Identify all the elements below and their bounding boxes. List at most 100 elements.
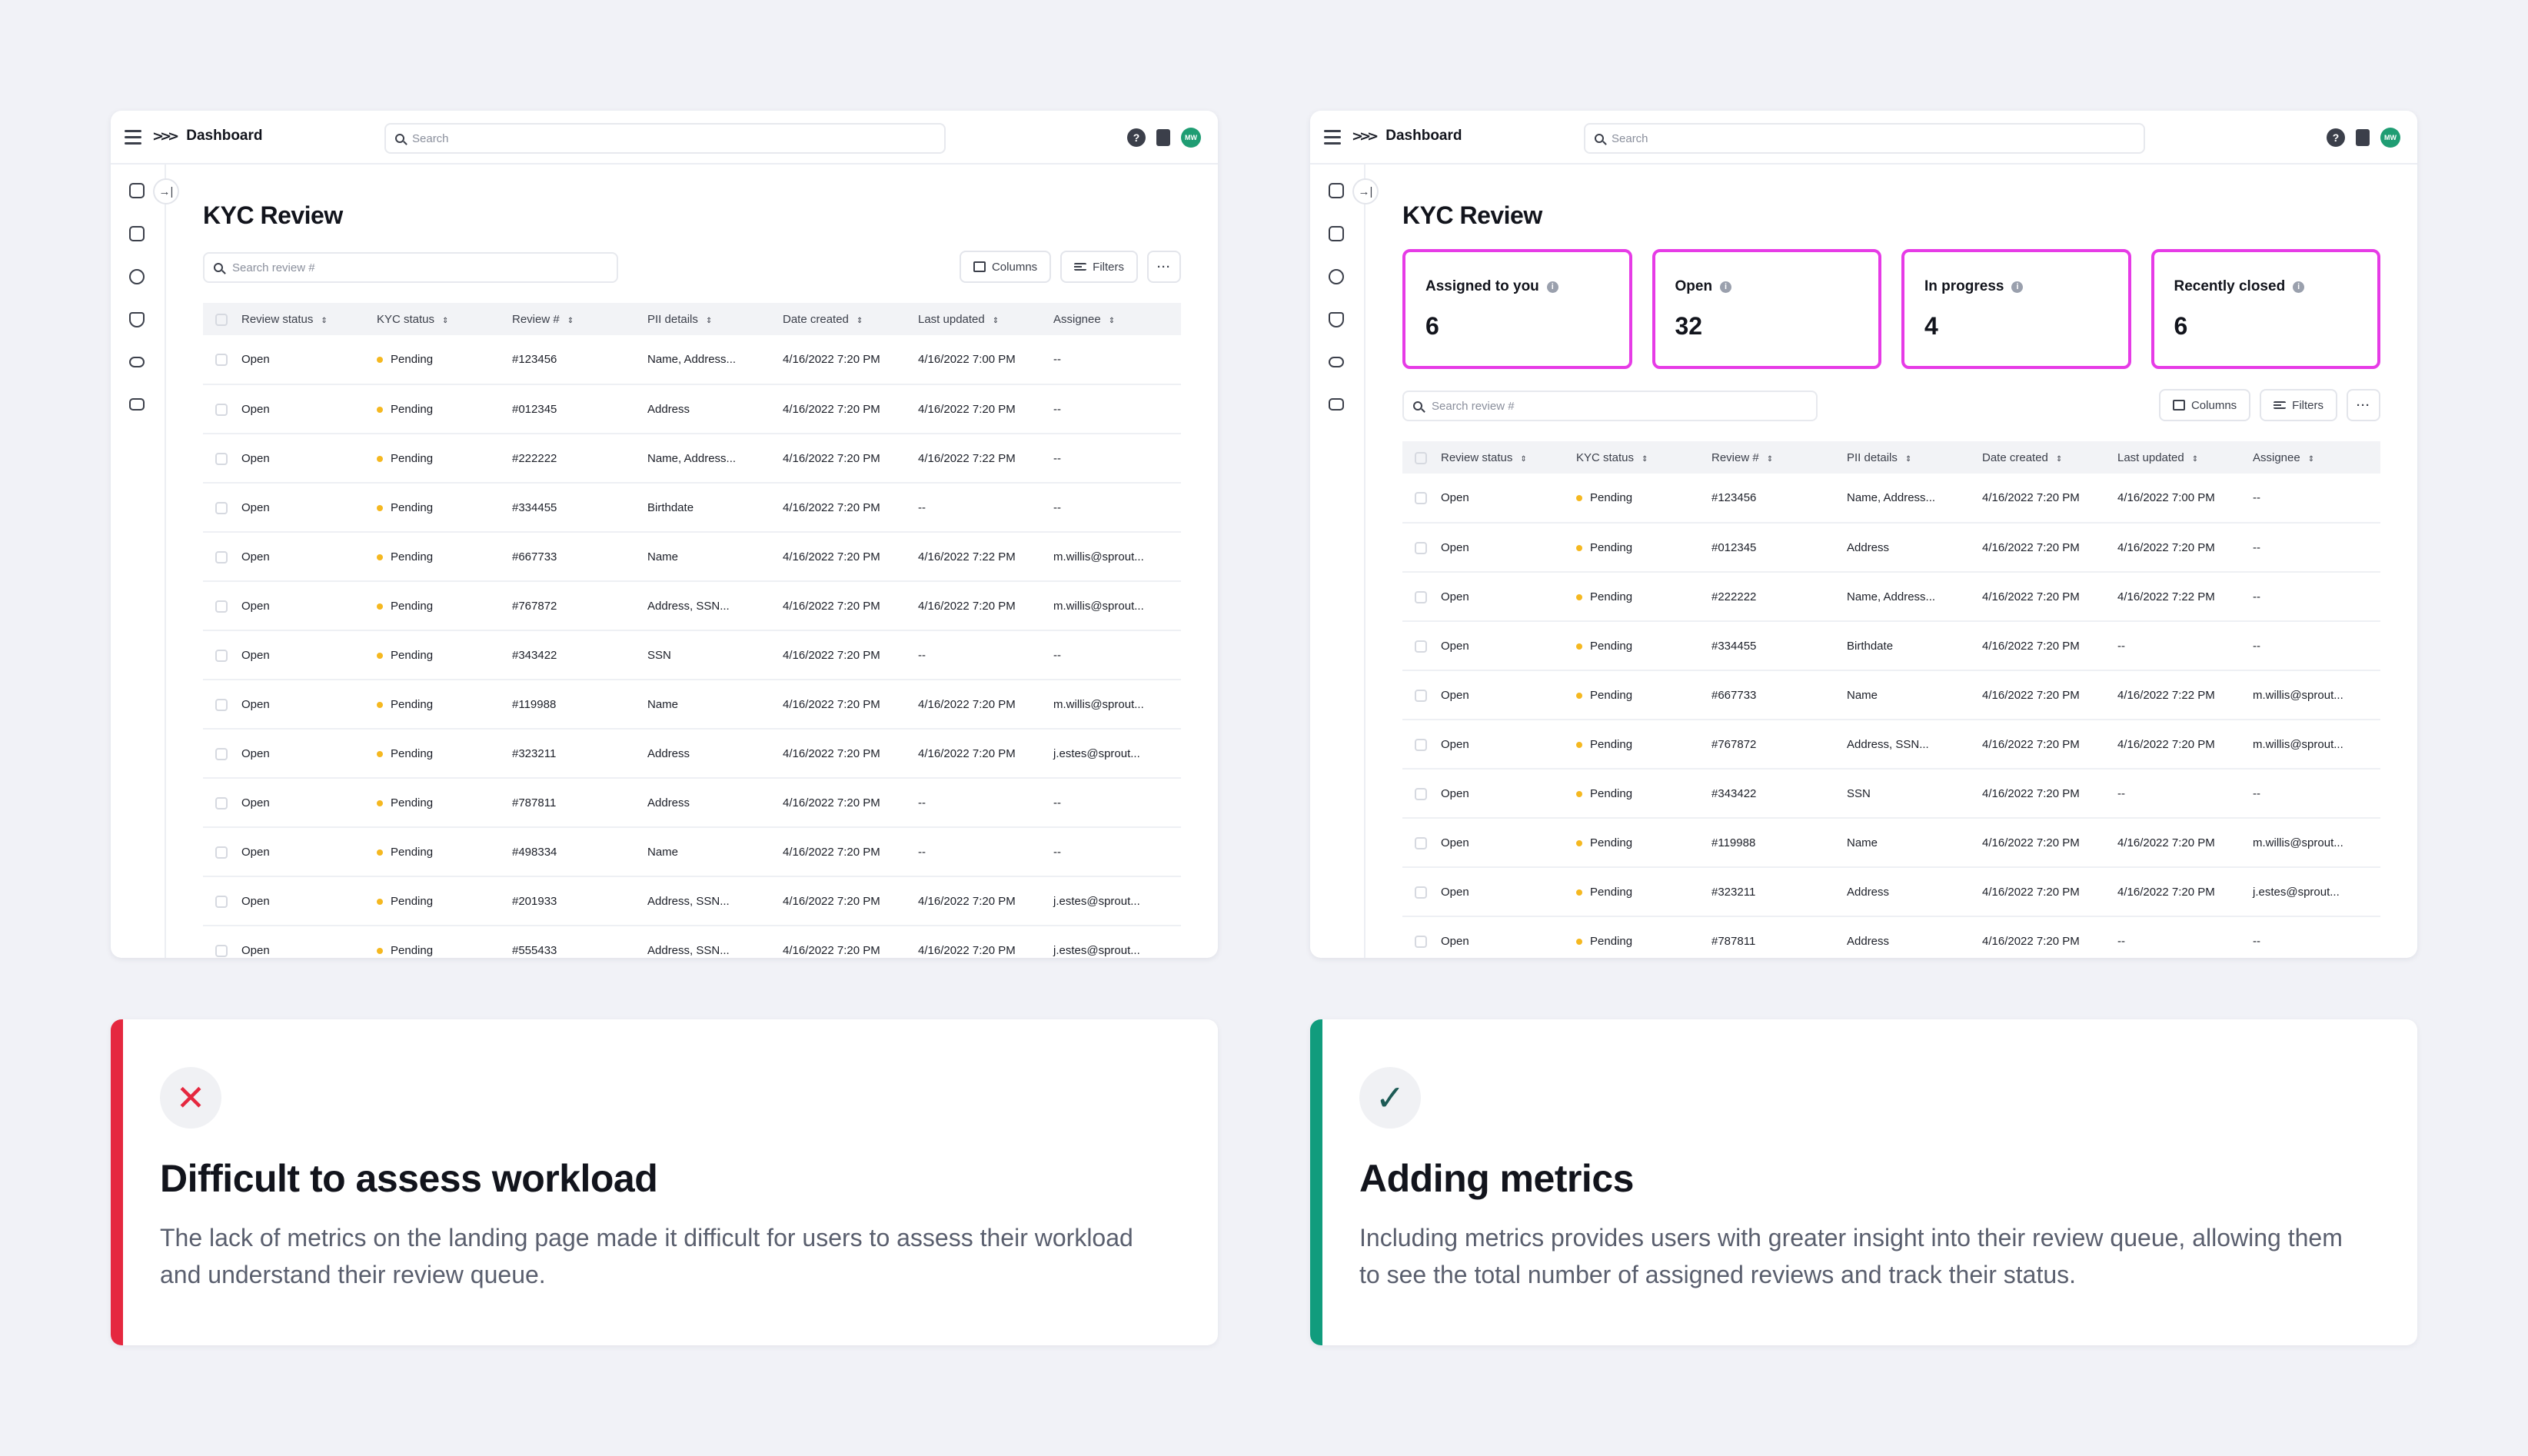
user-icon[interactable] bbox=[129, 269, 145, 284]
row-checkbox-cell[interactable] bbox=[1402, 867, 1433, 917]
sort-icon[interactable]: ⇕ bbox=[2055, 454, 2063, 464]
global-search-input[interactable]: Search bbox=[1584, 123, 2145, 154]
column-header[interactable]: Date created ⇕ bbox=[775, 303, 910, 335]
row-checkbox[interactable] bbox=[1415, 492, 1427, 505]
info-icon[interactable]: i bbox=[1546, 281, 1558, 293]
select-all-checkbox[interactable] bbox=[1415, 451, 1427, 464]
columns-button[interactable]: Columns bbox=[2158, 389, 2251, 421]
row-checkbox-cell[interactable] bbox=[1402, 474, 1433, 524]
table-row[interactable]: Open Pending #767872 Address, SSN... 4/16/20… bbox=[203, 581, 1181, 631]
home-icon[interactable] bbox=[129, 183, 145, 198]
brand[interactable]: >>> Dashboard bbox=[1352, 128, 1462, 145]
table-row[interactable]: Open Pending #667733 Name 4/16/2022 7:20 PM 4… bbox=[203, 532, 1181, 582]
shield-icon[interactable] bbox=[129, 312, 145, 327]
sort-icon[interactable]: ⇕ bbox=[1642, 454, 1648, 464]
column-header[interactable]: Last updated ⇕ bbox=[910, 303, 1046, 335]
row-checkbox-cell[interactable] bbox=[203, 335, 234, 385]
brand[interactable]: >>> Dashboard bbox=[152, 128, 263, 145]
table-row[interactable]: Open Pending #555433 Address, SSN... 4/16/20… bbox=[203, 926, 1181, 958]
document-icon[interactable] bbox=[129, 226, 145, 241]
sort-icon[interactable]: ⇕ bbox=[321, 316, 328, 325]
table-row[interactable]: Open Pending #123456 Name, Address... 4/16/2… bbox=[203, 335, 1181, 385]
home-icon[interactable] bbox=[1329, 183, 1344, 198]
row-checkbox[interactable] bbox=[1415, 640, 1427, 653]
user-icon[interactable] bbox=[1329, 269, 1344, 284]
row-checkbox[interactable] bbox=[215, 649, 228, 662]
toggle-icon[interactable] bbox=[1329, 357, 1344, 367]
toggle-icon[interactable] bbox=[129, 357, 145, 367]
help-icon[interactable]: ? bbox=[2327, 128, 2345, 147]
docs-icon[interactable] bbox=[1156, 129, 1170, 146]
column-header[interactable]: Review # ⇕ bbox=[504, 303, 640, 335]
column-header[interactable]: Review status ⇕ bbox=[1433, 441, 1568, 474]
table-row[interactable]: Open Pending #323211 Address 4/16/2022 7:20 … bbox=[1402, 867, 2380, 917]
row-checkbox-cell[interactable] bbox=[203, 532, 234, 582]
sort-icon[interactable]: ⇕ bbox=[1108, 316, 1116, 325]
table-row[interactable]: Open Pending #334455 Birthdate 4/16/2022 7:2… bbox=[1402, 621, 2380, 671]
row-checkbox-cell[interactable] bbox=[1402, 916, 1433, 958]
row-checkbox-cell[interactable] bbox=[203, 778, 234, 828]
docs-icon[interactable] bbox=[2356, 129, 2370, 146]
row-checkbox-cell[interactable] bbox=[203, 680, 234, 730]
row-checkbox-cell[interactable] bbox=[203, 630, 234, 680]
table-row[interactable]: Open Pending #787811 Address 4/16/2022 7:20 … bbox=[1402, 916, 2380, 958]
table-row[interactable]: Open Pending #222222 Name, Address... 4/16/2… bbox=[1402, 572, 2380, 622]
row-checkbox-cell[interactable] bbox=[203, 827, 234, 877]
row-checkbox-cell[interactable] bbox=[1402, 621, 1433, 671]
row-checkbox-cell[interactable] bbox=[203, 729, 234, 779]
row-checkbox-cell[interactable] bbox=[1402, 720, 1433, 770]
column-header[interactable]: Review status ⇕ bbox=[234, 303, 369, 335]
table-row[interactable]: Open Pending #334455 Birthdate 4/16/2022 7:2… bbox=[203, 483, 1181, 533]
columns-button[interactable]: Columns bbox=[959, 251, 1052, 283]
row-checkbox[interactable] bbox=[1415, 738, 1427, 751]
column-header[interactable]: Last updated ⇕ bbox=[2110, 441, 2245, 474]
card-icon[interactable] bbox=[129, 398, 145, 411]
row-checkbox[interactable] bbox=[215, 895, 228, 908]
review-search-input[interactable]: Search review # bbox=[1402, 391, 1818, 421]
avatar[interactable]: MW bbox=[2380, 128, 2400, 148]
row-checkbox[interactable] bbox=[215, 846, 228, 859]
sort-icon[interactable]: ⇕ bbox=[1904, 454, 1912, 464]
row-checkbox[interactable] bbox=[215, 747, 228, 760]
row-checkbox[interactable] bbox=[215, 452, 228, 465]
global-search-input[interactable]: Search bbox=[384, 123, 946, 154]
sort-icon[interactable]: ⇕ bbox=[856, 316, 863, 325]
collapse-sidebar-icon[interactable]: →| bbox=[1352, 178, 1379, 204]
row-checkbox[interactable] bbox=[215, 403, 228, 416]
metric-card-open[interactable]: Open i 32 bbox=[1652, 249, 1881, 369]
row-checkbox-cell[interactable] bbox=[1402, 523, 1433, 573]
row-checkbox-cell[interactable] bbox=[203, 384, 234, 434]
row-checkbox[interactable] bbox=[215, 550, 228, 563]
table-row[interactable]: Open Pending #667733 Name 4/16/2022 7:20 PM 4… bbox=[1402, 670, 2380, 720]
more-options-button[interactable]: ··· bbox=[2347, 389, 2380, 421]
sort-icon[interactable]: ⇕ bbox=[1520, 454, 1527, 464]
more-options-button[interactable]: ··· bbox=[1147, 251, 1181, 283]
select-all-checkbox-cell[interactable] bbox=[203, 303, 234, 335]
row-checkbox-cell[interactable] bbox=[1402, 769, 1433, 819]
table-row[interactable]: Open Pending #343422 SSN 4/16/2022 7:20 PM --… bbox=[1402, 769, 2380, 819]
row-checkbox-cell[interactable] bbox=[203, 483, 234, 533]
row-checkbox[interactable] bbox=[1415, 590, 1427, 603]
document-icon[interactable] bbox=[1329, 226, 1344, 241]
column-header[interactable]: KYC status ⇕ bbox=[369, 303, 504, 335]
row-checkbox-cell[interactable] bbox=[203, 434, 234, 484]
table-row[interactable]: Open Pending #012345 Address 4/16/2022 7:20 … bbox=[1402, 523, 2380, 573]
table-row[interactable]: Open Pending #119988 Name 4/16/2022 7:20 PM 4… bbox=[203, 680, 1181, 730]
row-checkbox[interactable] bbox=[1415, 787, 1427, 800]
card-icon[interactable] bbox=[1329, 398, 1344, 411]
row-checkbox[interactable] bbox=[215, 698, 228, 711]
table-row[interactable]: Open Pending #012345 Address 4/16/2022 7:20 … bbox=[203, 384, 1181, 434]
row-checkbox-cell[interactable] bbox=[1402, 670, 1433, 720]
row-checkbox-cell[interactable] bbox=[1402, 572, 1433, 622]
row-checkbox-cell[interactable] bbox=[1402, 818, 1433, 868]
table-row[interactable]: Open Pending #222222 Name, Address... 4/16/2… bbox=[203, 434, 1181, 484]
table-row[interactable]: Open Pending #767872 Address, SSN... 4/16/20… bbox=[1402, 720, 2380, 770]
row-checkbox[interactable] bbox=[1415, 935, 1427, 948]
column-header[interactable]: Assignee ⇕ bbox=[1046, 303, 1181, 335]
column-header[interactable]: Date created ⇕ bbox=[1974, 441, 2110, 474]
row-checkbox-cell[interactable] bbox=[203, 581, 234, 631]
metric-card-in-progress[interactable]: In progress i 4 bbox=[1901, 249, 2131, 369]
metric-card-recently-closed[interactable]: Recently closed i 6 bbox=[2150, 249, 2380, 369]
sort-icon[interactable]: ⇕ bbox=[705, 316, 713, 325]
select-all-checkbox[interactable] bbox=[215, 313, 228, 326]
